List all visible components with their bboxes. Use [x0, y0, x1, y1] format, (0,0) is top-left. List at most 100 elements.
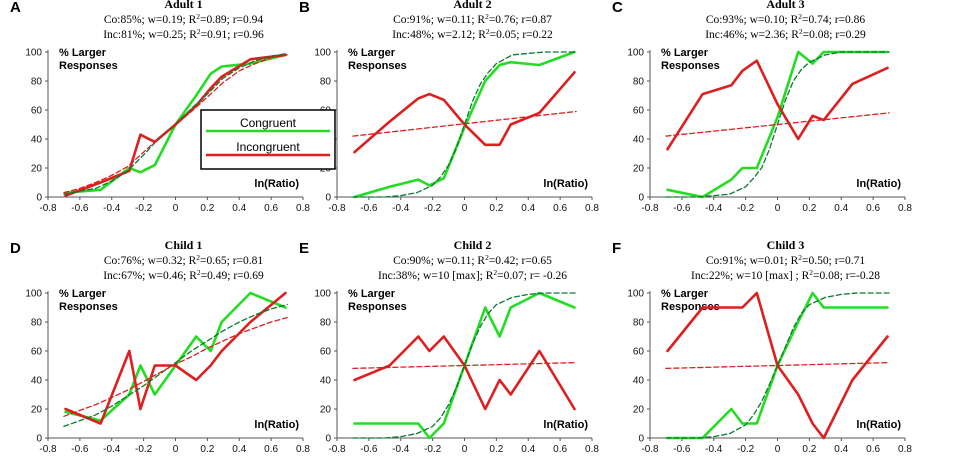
panel-f-letter: F: [612, 240, 621, 257]
panel-b-xtick-label: -0.6: [360, 203, 378, 214]
panel-e-ytick-label: 0: [325, 434, 331, 445]
panel-c-stats-congruent-superscript: 2: [798, 12, 802, 21]
panel-a-stats-congruent-superscript: 2: [196, 12, 200, 21]
panel-d-stats-incongruent-superscript: 2: [197, 268, 201, 277]
panel-c-ylabel-line1: % Larger: [661, 47, 709, 59]
panel-e-title: Child 2: [454, 238, 492, 252]
panel-e-ytick-label: 20: [320, 405, 332, 416]
panel-d-title: Child 1: [165, 238, 203, 252]
panel-a-ytick-label: 40: [31, 135, 43, 146]
panel-a-ytick-label: 80: [31, 77, 43, 88]
panel-b-ytick-label: 80: [320, 77, 332, 88]
panel-d-xtick-label: -0.8: [39, 444, 57, 455]
panel-f-ylabel-line1: % Larger: [661, 288, 709, 300]
panel-b-stats-congruent-text: Co:91%; w=0.11; R: [393, 14, 485, 26]
panel-c: C Adult 3Co:93%; w=0.10; R2=0.74; r=0.86I…: [612, 0, 912, 214]
panel-a-xtick-label: -0.6: [71, 203, 89, 214]
panel-f-ytick-label: 40: [633, 376, 645, 387]
panel-a-stats-incongruent-text-end: =0.91; r=0.96: [201, 29, 264, 41]
legend-incongruent-label: Incongruent: [236, 140, 300, 154]
panel-c-series-incongruent-fit: [665, 112, 890, 137]
panel-d-xlabel: ln(Ratio): [254, 419, 299, 431]
panel-f-stats-congruent-superscript: 2: [798, 253, 802, 262]
panel-c-xtick-label: 0.6: [866, 203, 880, 214]
panel-e-ylabel-line1: % Larger: [348, 288, 396, 300]
panel-d-ytick-label: 100: [25, 289, 42, 300]
panel-a-xtick-label: 0: [173, 203, 179, 214]
panel-d-ytick-label: 80: [31, 318, 43, 329]
panel-f-xtick-label: 0.4: [834, 444, 848, 455]
panel-c-xtick-label: -0.4: [705, 203, 723, 214]
panel-b-stats-congruent: Co:91%; w=0.11; R2=0.76; r=0.87: [393, 12, 552, 26]
panel-b-ytick-label: 0: [325, 193, 331, 204]
panel-c-ytick-label: 40: [633, 135, 645, 146]
panel-a-stats-incongruent: Inc:81%; w=0.25; R2=0.91; r=0.96: [103, 27, 264, 41]
panel-f-xtick-label: 0.2: [802, 444, 816, 455]
panel-e-ytick-label: 60: [320, 347, 332, 358]
panel-b-letter: B: [299, 0, 310, 16]
panel-a-ylabel-line2: Responses: [59, 60, 118, 72]
panel-f-xtick-label: -0.4: [705, 444, 723, 455]
panel-b-stats-incongruent-superscript: 2: [486, 27, 490, 36]
panel-e-ytick-label: 100: [314, 289, 331, 300]
panel-c-xlabel: ln(Ratio): [856, 178, 901, 190]
panel-d-ytick-label: 40: [31, 376, 43, 387]
panel-c-ytick-label: 20: [633, 164, 645, 175]
panel-a-stats-congruent: Co:85%; w=0.19; R2=0.89; r=0.94: [104, 12, 264, 26]
panel-b-xtick-label: -0.4: [392, 203, 410, 214]
panel-e-series-incongruent-fit: [352, 361, 577, 370]
panel-d-stats-incongruent-text-end: =0.49; r=0.69: [201, 270, 264, 282]
panel-d-xtick-label: 0.2: [200, 444, 214, 455]
panel-e-xtick-label: 0: [462, 444, 468, 455]
panel-b-xtick-label: 0.8: [585, 203, 599, 214]
panel-f-xtick-label: -0.8: [641, 444, 659, 455]
panel-f-stats-congruent-text-end: =0.50; r=0.71: [802, 255, 865, 267]
panel-b-xtick-label: -0.2: [424, 203, 442, 214]
panel-d-xtick-label: 0.8: [296, 444, 310, 455]
panel-c-letter: C: [612, 0, 623, 16]
panel-d-stats-congruent-superscript: 2: [196, 253, 200, 262]
panel-c-ylabel-line2: Responses: [661, 60, 720, 72]
panel-d-stats-congruent-text-end: =0.65; r=0.81: [200, 255, 263, 267]
panel-b-series-congruent: [353, 50, 576, 199]
panel-d-stats-incongruent: Inc:67%; w=0.46; R2=0.49; r=0.69: [103, 268, 264, 282]
panel-f-xtick-label: 0.6: [866, 444, 880, 455]
panel-e-xtick-label: 0.4: [521, 444, 535, 455]
panel-c-xtick-label: 0.2: [802, 203, 816, 214]
panel-c-ytick-label: 0: [638, 193, 644, 204]
panel-a-ytick-label: 60: [31, 106, 43, 117]
panel-f-ytick-label: 20: [633, 405, 645, 416]
panel-f-series-incongruent-fit: [665, 361, 890, 370]
panel-c-series-congruent: [666, 50, 889, 199]
panel-a-stats-incongruent-text: Inc:81%; w=0.25; R: [103, 29, 197, 41]
panel-f-stats-congruent: Co:91%; w=0.01; R2=0.50; r=0.71: [706, 253, 866, 267]
panel-e-stats-congruent-text-end: =0.42; r=0.65: [489, 255, 552, 267]
panel-d: D Child 1Co:76%; w=0.32; R2=0.65; r=0.81I…: [10, 238, 310, 455]
panel-e-xtick-label: 0.2: [489, 444, 503, 455]
panel-c-xtick-label: -0.6: [673, 203, 691, 214]
panel-d-stats-congruent-text: Co:76%; w=0.32; R: [104, 255, 197, 267]
panel-b-stats-incongruent: Inc:48%; w=2.12; R2=0.05; r=0.22: [392, 27, 553, 41]
panel-b-xlabel: ln(Ratio): [543, 178, 588, 190]
panel-c-ytick-label: 60: [633, 106, 645, 117]
panel-d-stats-congruent: Co:76%; w=0.32; R2=0.65; r=0.81: [104, 253, 264, 267]
panel-c-xtick-label: -0.8: [641, 203, 659, 214]
panel-a-xlabel: ln(Ratio): [254, 178, 299, 190]
panel-f-stats-incongruent-superscript: 2: [809, 268, 813, 277]
panel-a-xtick-label: 0.4: [232, 203, 246, 214]
panel-c-xtick-label: 0.4: [834, 203, 848, 214]
panel-e-stats-incongruent-text-end: =0.07; r= -0.26: [497, 270, 567, 282]
panel-d-ytick-label: 20: [31, 405, 43, 416]
panel-e-series-congruent-fit: [352, 292, 577, 439]
panel-f-xtick-label: -0.6: [673, 444, 691, 455]
panel-f-xlabel: ln(Ratio): [856, 419, 901, 431]
panel-c-ytick-label: 80: [633, 77, 645, 88]
panel-c-xtick-label: 0.8: [898, 203, 912, 214]
panel-f-xtick-label: 0.8: [898, 444, 912, 455]
panel-e-xlabel: ln(Ratio): [543, 419, 588, 431]
legend-box: [200, 109, 336, 170]
panel-f-stats-incongruent: Inc:22%; w=10 [max] ; R2=0.08; r=-0.28: [691, 268, 880, 282]
panel-f-ytick-label: 80: [633, 318, 645, 329]
panel-b: B Adult 2Co:91%; w=0.11; R2=0.76; r=0.87I…: [299, 0, 599, 214]
